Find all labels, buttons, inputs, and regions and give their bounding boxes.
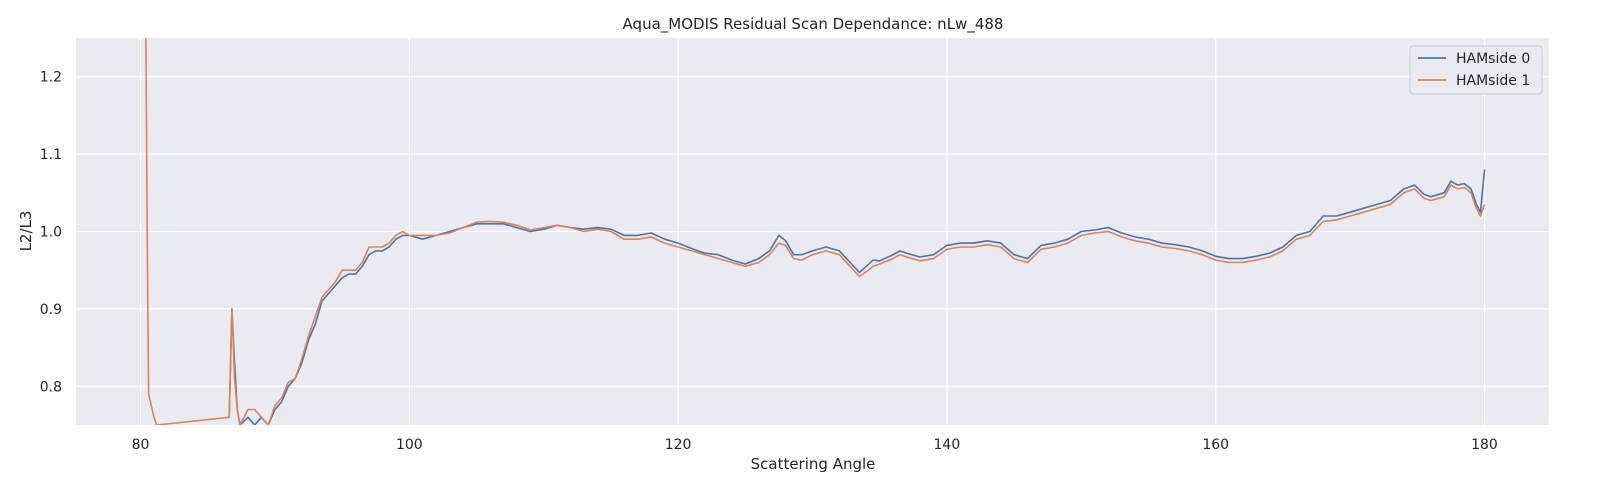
y-tick-label: 1.1 <box>40 147 62 163</box>
series-line-hamside-0 <box>228 169 1486 425</box>
series-lines <box>145 38 1486 425</box>
x-tick-label: 160 <box>1202 437 1229 453</box>
chart-title: Aqua_MODIS Residual Scan Dependance: nLw… <box>623 15 1004 34</box>
y-tick-labels: 0.8 0.9 1.0 1.1 1.2 <box>40 70 62 396</box>
x-tick-label: 120 <box>665 437 692 453</box>
legend-entry: HAMside 1 <box>1456 73 1530 89</box>
x-tick-label: 180 <box>1471 437 1498 453</box>
y-tick-label: 1.2 <box>40 70 62 86</box>
y-tick-label: 0.8 <box>40 379 62 395</box>
legend: HAMside 0 HAMside 1 <box>1409 45 1543 95</box>
x-tick-labels: 80 100 120 140 160 180 <box>132 437 1498 453</box>
x-tick-label: 140 <box>934 437 961 453</box>
y-tick-label: 1.0 <box>40 225 62 241</box>
legend-entry: HAMside 0 <box>1456 51 1530 67</box>
x-tick-label: 100 <box>396 437 423 453</box>
y-axis-label: L2/L3 <box>17 211 35 252</box>
series-line-hamside-1 <box>145 38 1486 425</box>
y-tick-label: 0.9 <box>40 302 62 318</box>
grid-lines <box>76 38 1549 425</box>
x-tick-label: 80 <box>132 437 150 453</box>
x-axis-label: Scattering Angle <box>751 455 876 473</box>
